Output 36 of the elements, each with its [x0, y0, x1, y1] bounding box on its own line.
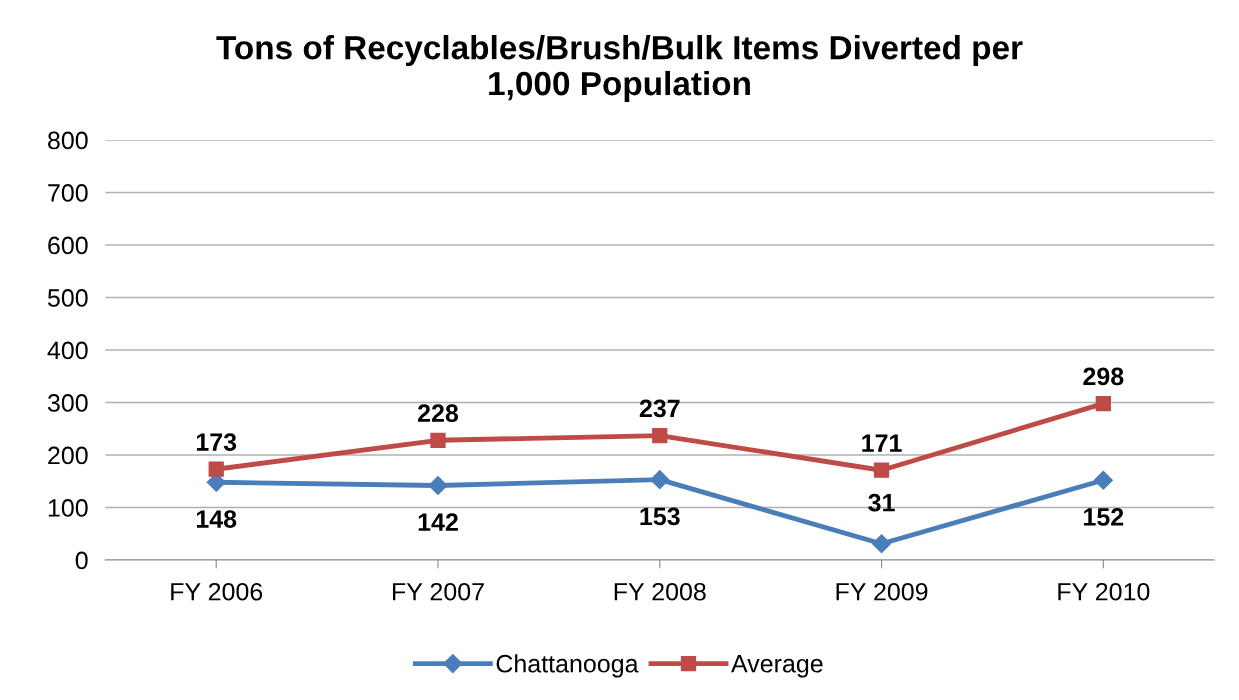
- y-tick-label: 300: [47, 394, 88, 412]
- data-label: 173: [196, 433, 237, 451]
- data-label: 228: [418, 404, 459, 423]
- y-tick-label: 100: [48, 499, 88, 517]
- y-tick-label: 200: [48, 446, 88, 465]
- data-label: 152: [1084, 508, 1124, 526]
- legend-label: Chattanooga: [496, 654, 639, 678]
- data-label: 298: [1083, 367, 1124, 386]
- data-label: 171: [862, 434, 902, 452]
- x-tick-label: FY 2009: [836, 582, 928, 601]
- y-tick-label: 800: [48, 131, 88, 150]
- point: [1093, 470, 1113, 490]
- point: [650, 470, 670, 490]
- y-tick-label: 700: [48, 184, 88, 202]
- y-tick-label: 500: [47, 289, 88, 307]
- point: [208, 461, 224, 477]
- data-label: 142: [418, 513, 458, 531]
- y-tick-label: 0: [75, 551, 88, 570]
- point: [430, 432, 446, 448]
- point: [1095, 395, 1111, 412]
- data-label: 148: [196, 510, 237, 528]
- x-tick-label: FY 2006: [171, 582, 263, 601]
- data-label: 31: [868, 493, 895, 512]
- data-label: 237: [639, 399, 680, 418]
- point: [652, 427, 668, 444]
- data-label: 153: [640, 507, 680, 526]
- legend-label: Average: [731, 655, 823, 678]
- x-tick-label: FY 2010: [1058, 582, 1150, 601]
- x-tick-label: FY 2007: [393, 582, 484, 601]
- x-tick-label: FY 2008: [614, 582, 706, 601]
- point: [872, 534, 892, 554]
- chart-title: Tons of Recyclables/Brush/Bulk Items Diverted per 1,000 Population: [216, 35, 1023, 102]
- point: [428, 475, 448, 495]
- point: [873, 462, 890, 478]
- y-tick-label: 600: [48, 236, 88, 255]
- y-tick-label: 400: [47, 341, 88, 360]
